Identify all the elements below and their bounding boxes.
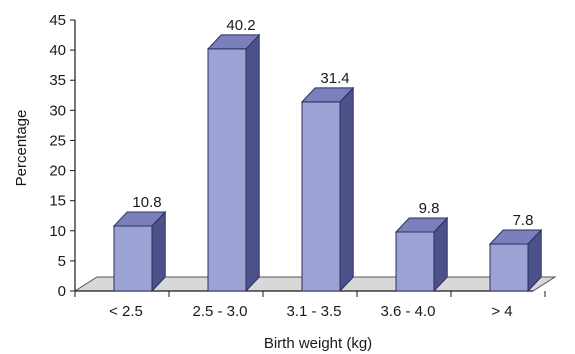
bar-top [300,87,355,103]
y-tick-label: 15 [49,193,66,210]
y-tick-label: 20 [49,163,66,180]
bar-front [489,243,529,292]
bar-top [112,211,167,227]
bar-front [301,101,341,292]
y-tick-label: 40 [49,42,66,59]
y-tick-label: 0 [58,283,66,300]
x-tick-label: 2.5 - 3.0 [192,303,247,320]
bar-side [245,33,260,293]
y-tick-label: 5 [58,253,66,270]
y-tick-label: 25 [49,132,66,149]
bar [112,210,167,293]
bar-front [207,48,247,292]
data-label: 7.8 [513,212,534,229]
x-tick-label: < 2.5 [109,303,143,320]
bar [488,228,543,293]
x-tick-label: 3.1 - 3.5 [286,303,341,320]
y-tick-label: 30 [49,102,66,119]
y-tick-label: 45 [49,12,66,29]
bar [300,86,355,293]
y-axis-title: Percentage [13,110,30,187]
data-label: 40.2 [226,17,255,34]
bar-side [339,86,354,293]
y-tick-label: 35 [49,72,66,89]
x-tick-label: 3.6 - 4.0 [380,303,435,320]
bar-top [206,34,261,50]
bar [394,216,449,293]
data-label: 31.4 [320,70,349,87]
x-axis-title: Birth weight (kg) [264,335,372,352]
data-label: 9.8 [419,200,440,217]
bar-top [488,229,543,245]
bar-top [394,217,449,233]
bar-front [113,225,153,292]
bar [206,33,261,293]
y-tick-label: 10 [49,223,66,240]
bar-front [395,231,435,292]
data-label: 10.8 [132,194,161,211]
x-tick-label: > 4 [491,303,512,320]
